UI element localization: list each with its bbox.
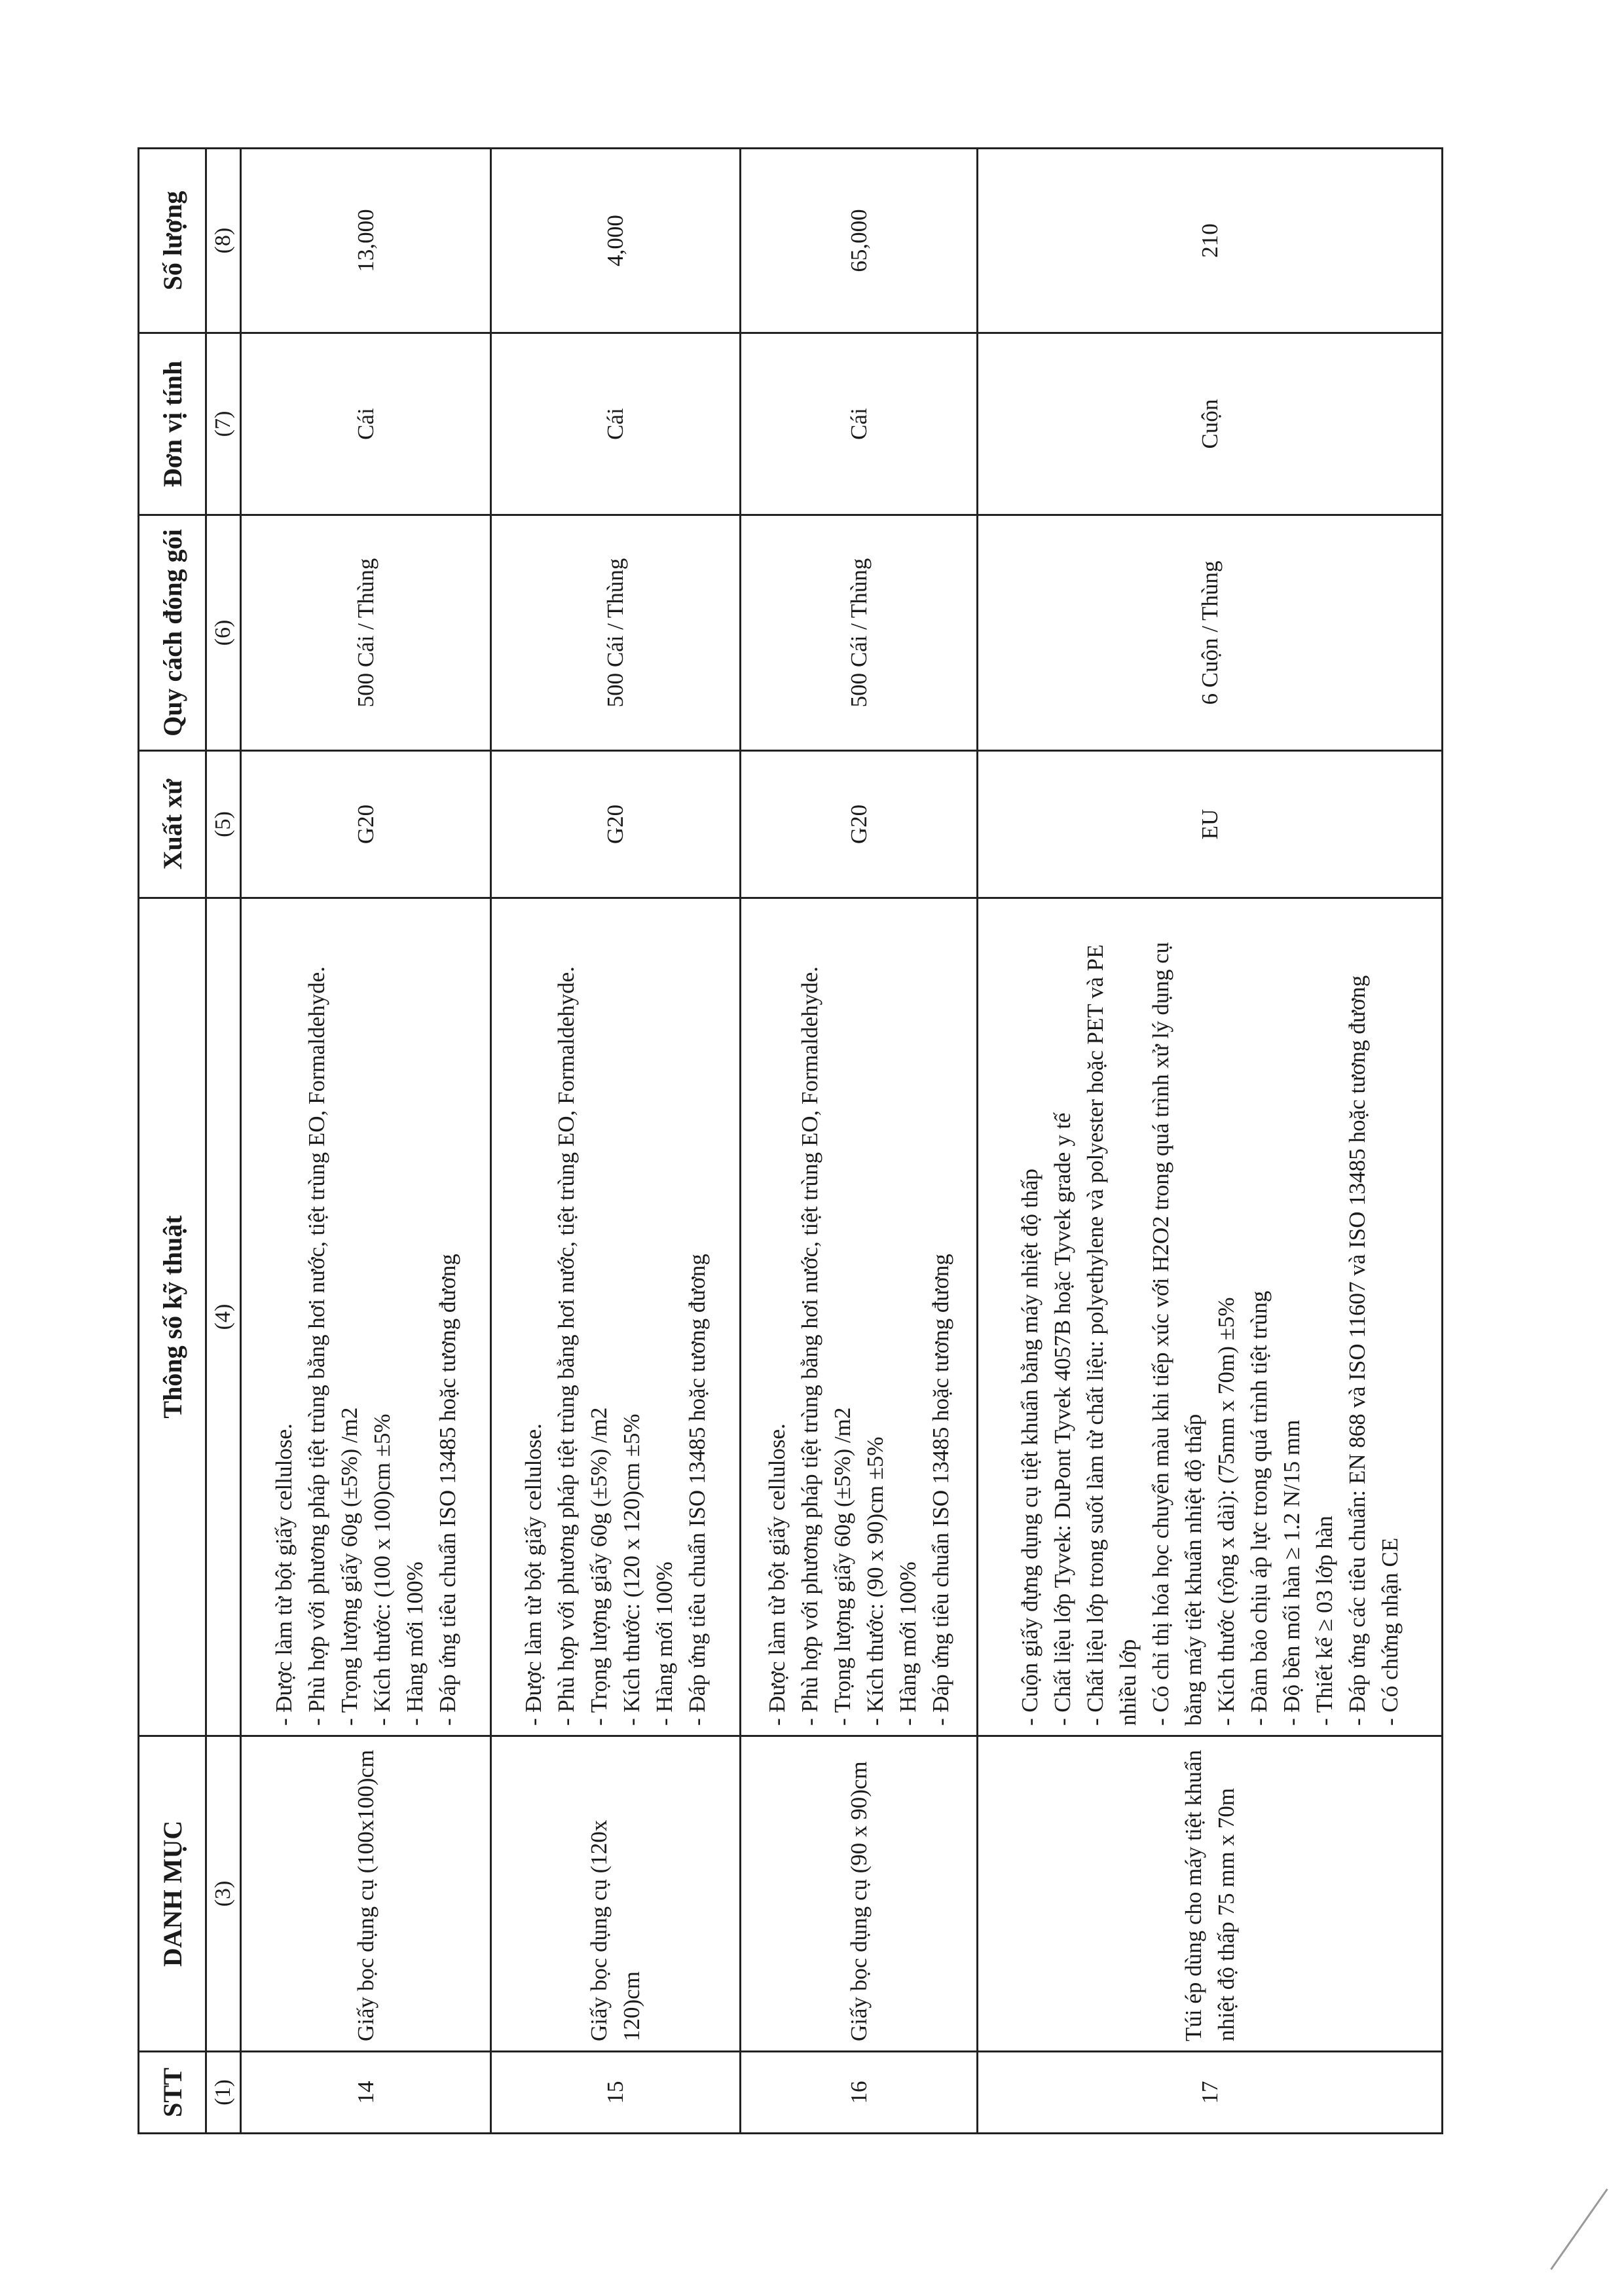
- header-xuat-xu: Xuất xứ: [138, 750, 206, 898]
- spec-line: - Được làm từ bột giấy cellulose.: [764, 1423, 790, 1726]
- header-quy-cach: Quy cách đóng gói: [138, 515, 206, 751]
- header-stt: STT: [138, 2051, 206, 2134]
- spec-line: - Được làm từ bột giấy cellulose.: [521, 1423, 546, 1726]
- cell-quy-cach: 500 Cái / Thùng: [490, 515, 741, 751]
- cell-stt: 15: [490, 2051, 741, 2134]
- cell-xuat-xu: G20: [240, 750, 491, 898]
- cell-danh-muc: Giấy bọc dụng cụ (90 x 90)cm: [740, 1736, 978, 2052]
- table-row: 17 Túi ép dùng cho máy tiệt khuẩn nhiệt đ…: [977, 148, 1443, 2134]
- spec-line: - Kích thước: (90 x 90)cm ±5%: [862, 1436, 888, 1726]
- cell-quy-cach: 6 Cuộn / Thùng: [977, 515, 1443, 751]
- spec-line: - Phù hợp với phương pháp tiệt trùng bằn…: [796, 966, 822, 1726]
- spec-line: - Kích thước: (100 x 100)cm ±5%: [369, 1413, 395, 1726]
- spec-line: - Thiết kế ≥ 03 lớp hàn: [1311, 1516, 1337, 1726]
- cell-thong-so: - Được làm từ bột giấy cellulose. - Phù h…: [240, 898, 491, 1736]
- column-number: (6): [206, 515, 241, 751]
- cell-thong-so: - Cuộn giấy đựng dụng cụ tiệt khuẩn bằng…: [977, 898, 1443, 1736]
- cell-xuat-xu: G20: [490, 750, 741, 898]
- column-number: (7): [206, 333, 241, 515]
- spec-line: - Chất liệu lớp trong suốt làm từ chất l…: [1082, 944, 1141, 1726]
- spec-line: - Đáp ứng tiêu chuẩn ISO 13485 hoặc tươn…: [434, 1254, 460, 1726]
- spec-line: - Phù hợp với phương pháp tiệt trùng bằn…: [553, 966, 579, 1726]
- cell-don-vi: Cái: [240, 333, 491, 515]
- cell-thong-so: - Được làm từ bột giấy cellulose. - Phù h…: [740, 898, 978, 1736]
- cell-quy-cach: 500 Cái / Thùng: [740, 515, 978, 751]
- cell-xuat-xu: G20: [740, 750, 978, 898]
- cell-quy-cach: 500 Cái / Thùng: [240, 515, 491, 751]
- column-number-row: (1) (3) (4) (5) (6) (7) (8): [206, 148, 241, 2134]
- cell-so-luong: 13,000: [240, 148, 491, 333]
- scan-mark: [1550, 2188, 1608, 2270]
- spec-line: - Hàng mới 100%: [652, 1561, 677, 1726]
- spec-line: - Đáp ứng các tiêu chuẩn: EN 868 và ISO …: [1344, 975, 1370, 1726]
- spec-line: - Cuộn giấy đựng dụng cụ tiệt khuẩn bằng…: [1016, 1168, 1043, 1726]
- column-number: (3): [206, 1736, 241, 2052]
- header-row: STT DANH MỤC Thông số kỹ thuật Xuất xứ Q…: [138, 148, 206, 2134]
- table-row: 16 Giấy bọc dụng cụ (90 x 90)cm - Được làm…: [740, 148, 978, 2134]
- spec-line: - Trọng lượng giấy 60g (±5%) /m2: [586, 1407, 612, 1726]
- spec-line: - Chất liệu lớp Tyvek: DuPont Tyvek 4057…: [1049, 1112, 1075, 1726]
- table-row: 15 Giấy bọc dụng cụ (120x 120)cm - Được là…: [490, 148, 741, 2134]
- spec-line: - Có chỉ thị hóa học chuyển màu khi tiếp…: [1147, 941, 1206, 1726]
- cell-danh-muc: Túi ép dùng cho máy tiệt khuẩn nhiệt độ …: [977, 1736, 1443, 2052]
- spec-line: - Kích thước: (120 x 120)cm ±5%: [619, 1413, 644, 1726]
- cell-don-vi: Cuộn: [977, 333, 1443, 515]
- spec-line: - Đáp ứng tiêu chuẩn ISO 13485 hoặc tươn…: [684, 1254, 710, 1726]
- cell-so-luong: 4,000: [490, 148, 741, 333]
- cell-don-vi: Cái: [490, 333, 741, 515]
- column-number: (8): [206, 148, 241, 333]
- spec-line: - Độ bền mối hàn ≥ 1.2 N/15 mm: [1278, 1419, 1304, 1726]
- header-so-luong: Số lượng: [138, 148, 206, 333]
- cell-so-luong: 210: [977, 148, 1443, 333]
- column-number: (4): [206, 898, 241, 1736]
- spec-line: - Hàng mới 100%: [401, 1561, 428, 1726]
- cell-danh-muc: Giấy bọc dụng cụ (120x 120)cm: [490, 1736, 741, 2052]
- header-don-vi: Đơn vị tính: [138, 333, 206, 515]
- spec-line: - Kích thước (rộng x dài): (75mm x 70m) …: [1213, 1297, 1239, 1726]
- column-number: (5): [206, 750, 241, 898]
- spec-line: - Được làm từ bột giấy cellulose.: [270, 1423, 297, 1726]
- column-number: (1): [206, 2051, 241, 2134]
- cell-stt: 16: [740, 2051, 978, 2134]
- header-thong-so: Thông số kỹ thuật: [138, 898, 206, 1736]
- cell-xuat-xu: EU: [977, 750, 1443, 898]
- cell-so-luong: 65,000: [740, 148, 978, 333]
- cell-stt: 17: [977, 2051, 1443, 2134]
- cell-don-vi: Cái: [740, 333, 978, 515]
- spec-line: - Đảm bảo chịu áp lực trong quá trình ti…: [1246, 1290, 1272, 1726]
- spec-line: - Hàng mới 100%: [895, 1561, 921, 1726]
- spec-line: - Phù hợp với phương pháp tiệt trùng bằn…: [303, 966, 329, 1726]
- procurement-spec-table: STT DANH MỤC Thông số kỹ thuật Xuất xứ Q…: [138, 147, 1443, 2134]
- spec-line: - Trọng lượng giấy 60g (±5%) /m2: [829, 1407, 855, 1726]
- header-danh-muc: DANH MỤC: [138, 1736, 206, 2052]
- table-row: 14 Giấy bọc dụng cụ (100x100)cm - Được làm…: [240, 148, 491, 2134]
- rotated-table-sheet: STT DANH MỤC Thông số kỹ thuật Xuất xứ Q…: [138, 148, 1443, 2134]
- cell-thong-so: - Được làm từ bột giấy cellulose. - Phù h…: [490, 898, 741, 1736]
- spec-line: - Đáp ứng tiêu chuẩn ISO 13485 hoặc tươn…: [927, 1254, 953, 1726]
- spec-line: - Có chứng nhận CE: [1376, 1537, 1403, 1726]
- spec-line: - Trọng lượng giấy 60g (±5%) /m2: [336, 1407, 362, 1726]
- cell-danh-muc: Giấy bọc dụng cụ (100x100)cm: [240, 1736, 491, 2052]
- cell-stt: 14: [240, 2051, 491, 2134]
